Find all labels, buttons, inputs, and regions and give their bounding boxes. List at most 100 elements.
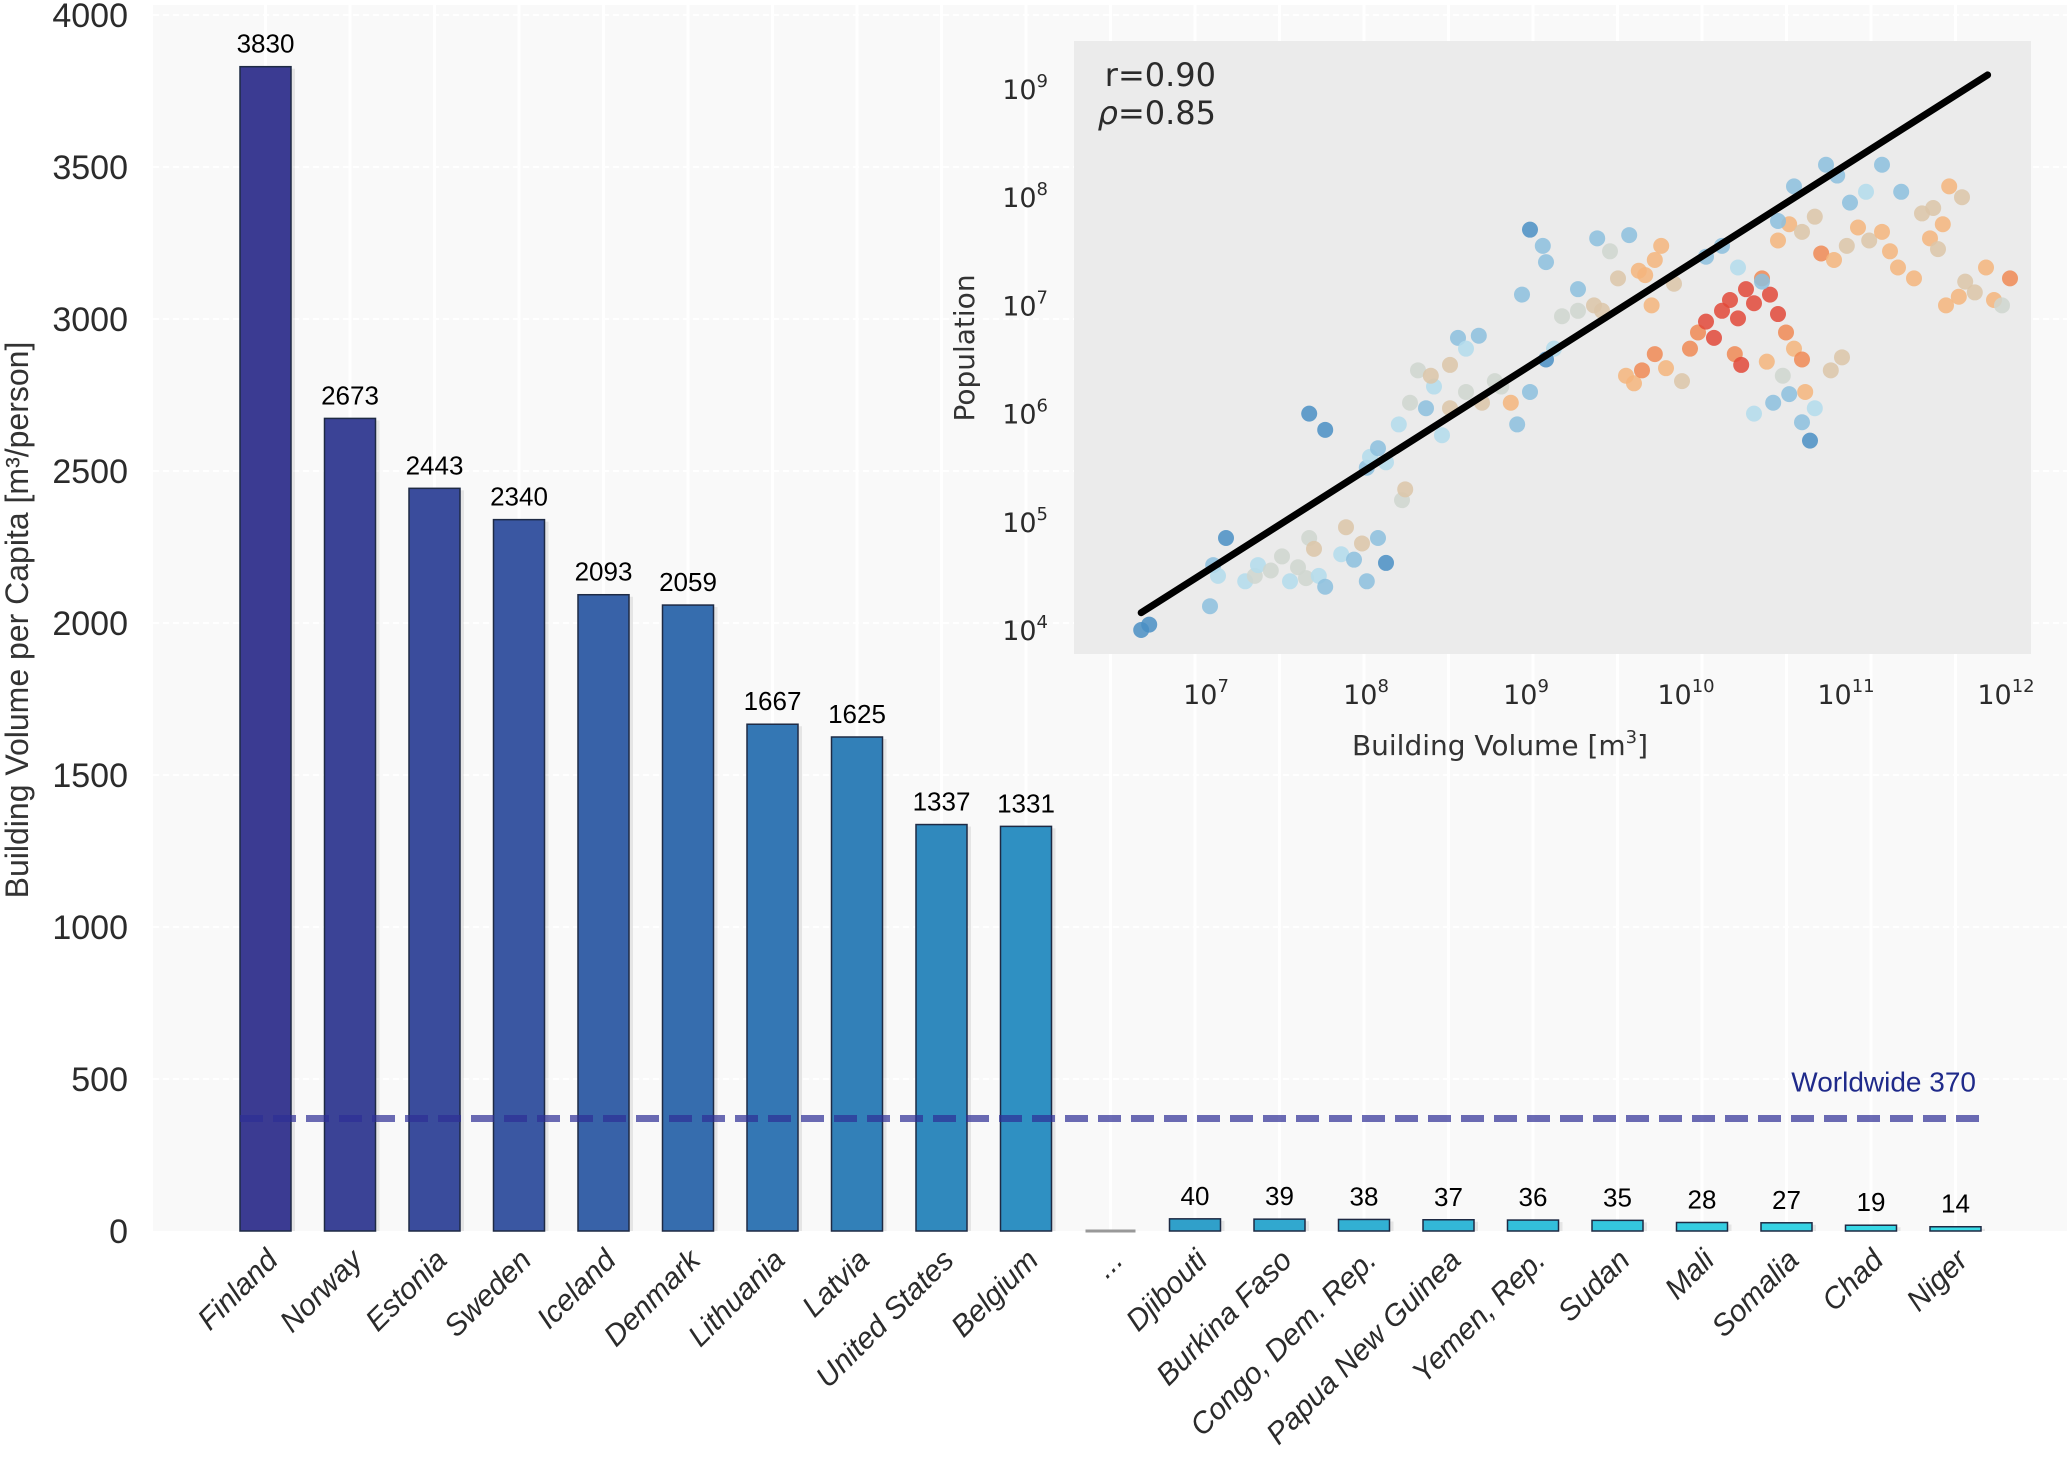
scatter-point [1402, 394, 1418, 411]
scatter-point [1602, 243, 1618, 260]
scatter-point [1786, 178, 1802, 195]
scatter-point [1637, 267, 1654, 284]
bar-value-label: 39 [1265, 1181, 1294, 1211]
scatter-point [1813, 245, 1830, 262]
bar-value-label: 28 [1688, 1184, 1717, 1214]
scatter-point [1794, 223, 1810, 240]
scatter-point [1470, 327, 1487, 344]
bar [661, 604, 715, 1232]
scatter-point [2002, 270, 2018, 287]
bar [830, 736, 884, 1232]
scatter-point [1794, 351, 1810, 368]
scatter-point [1422, 367, 1439, 384]
bar-x-tick-label: Norway [274, 1242, 371, 1339]
scatter-point [1370, 530, 1386, 547]
scatter-point [1522, 221, 1538, 238]
scatter-point [1458, 383, 1474, 400]
scatter-point [1746, 295, 1762, 312]
bar-x-tick-label: Mali [1659, 1243, 1722, 1306]
inset-x-tick-label: 109 [1503, 676, 1549, 711]
scatter-point [1202, 598, 1218, 615]
bar-y-tick-label: 1500 [52, 757, 128, 795]
scatter-point [1770, 232, 1786, 249]
scatter-point [1218, 530, 1234, 547]
inset-y-tick-label: 106 [1002, 396, 1048, 431]
bar [1422, 1219, 1475, 1232]
scatter-point [1621, 227, 1638, 244]
bar-x-tick-label: Latvia [796, 1244, 876, 1324]
scatter-point [1730, 259, 1746, 276]
scatter-point [1938, 297, 1954, 314]
scatter-point [1950, 288, 1967, 305]
bar-value-label: 2673 [321, 380, 379, 410]
scatter-point [1141, 616, 1158, 633]
scatter-point [1538, 254, 1554, 271]
scatter-point [1770, 213, 1786, 230]
scatter-point [1397, 481, 1414, 498]
scatter-point [1934, 216, 1951, 233]
scatter-point [1410, 362, 1426, 379]
bar-y-tick-label: 2500 [52, 453, 128, 491]
bar [239, 65, 292, 1232]
bar [999, 825, 1053, 1232]
inset-x-tick-label: 1011 [1817, 676, 1874, 711]
scatter-point [1354, 535, 1370, 552]
scatter-point [1570, 302, 1586, 319]
bar [1168, 1218, 1222, 1232]
bar [746, 723, 799, 1232]
scatter-point [1778, 324, 1794, 341]
scatter-point [1534, 237, 1551, 254]
bar-x-tick-label: Estonia [359, 1244, 453, 1338]
inset-x-ticks: 107 108 109 1010 1011 1012 [1183, 676, 2035, 711]
inset-y-axis-title: Population [948, 274, 981, 421]
inset-x-tick-label: 1010 [1657, 676, 1714, 711]
scatter-point [1838, 237, 1855, 254]
scatter-point [1646, 346, 1663, 363]
scatter-point [1978, 259, 1994, 276]
scatter-point [1317, 578, 1334, 595]
bar-x-tick-label: Sudan [1552, 1244, 1637, 1329]
scatter-point [1818, 156, 1834, 173]
inset-x-tick-label: 107 [1183, 676, 1229, 711]
scatter-point [1874, 156, 1890, 173]
scatter-point [1794, 414, 1810, 431]
inset-y-tick-label: 104 [1002, 612, 1048, 647]
scatter-point [1941, 178, 1958, 195]
scatter-point [1802, 432, 1818, 449]
bar-value-label: 35 [1603, 1182, 1632, 1212]
bar-value-label: 37 [1434, 1182, 1463, 1212]
scatter-point [1822, 362, 1839, 379]
scatter-point [1610, 270, 1626, 287]
scatter-point [1458, 340, 1474, 357]
scatter-point [1738, 281, 1754, 298]
bar-x-tick-label: Belgium [945, 1244, 1045, 1344]
bar-x-tick-label: ... [1088, 1244, 1129, 1285]
scatter-point [1502, 394, 1519, 411]
scatter-point [1930, 241, 1946, 258]
scatter-point [1730, 310, 1746, 327]
scatter-point [1554, 308, 1570, 325]
inset-x-tick-label: 108 [1343, 676, 1389, 711]
bar [1675, 1221, 1729, 1232]
scatter-point [1994, 297, 2010, 314]
inset-scatter-chart: 107 108 109 1010 1011 1012 104 105 106 107 108 109… [948, 41, 2035, 762]
scatter-point [1858, 183, 1874, 200]
inset-x-axis-title: Building Volume [m3] [1352, 727, 1648, 762]
scatter-point [1570, 281, 1586, 298]
bar [1506, 1219, 1560, 1232]
bar-value-label: 1667 [744, 686, 802, 716]
scatter-point [1589, 230, 1606, 247]
scatter-point [1333, 546, 1350, 563]
scatter-point [1746, 405, 1762, 422]
bar-y-tick-label: 0 [109, 1213, 128, 1251]
scatter-point [1722, 291, 1738, 308]
scatter-point [1758, 353, 1775, 370]
scatter-point [1653, 237, 1670, 254]
scatter-point [1893, 183, 1910, 200]
bar [915, 823, 968, 1232]
scatter-point [1210, 567, 1226, 584]
scatter-point [1882, 243, 1898, 260]
bar-x-tick-label: Sweden [438, 1244, 538, 1344]
scatter-point [1274, 548, 1290, 565]
